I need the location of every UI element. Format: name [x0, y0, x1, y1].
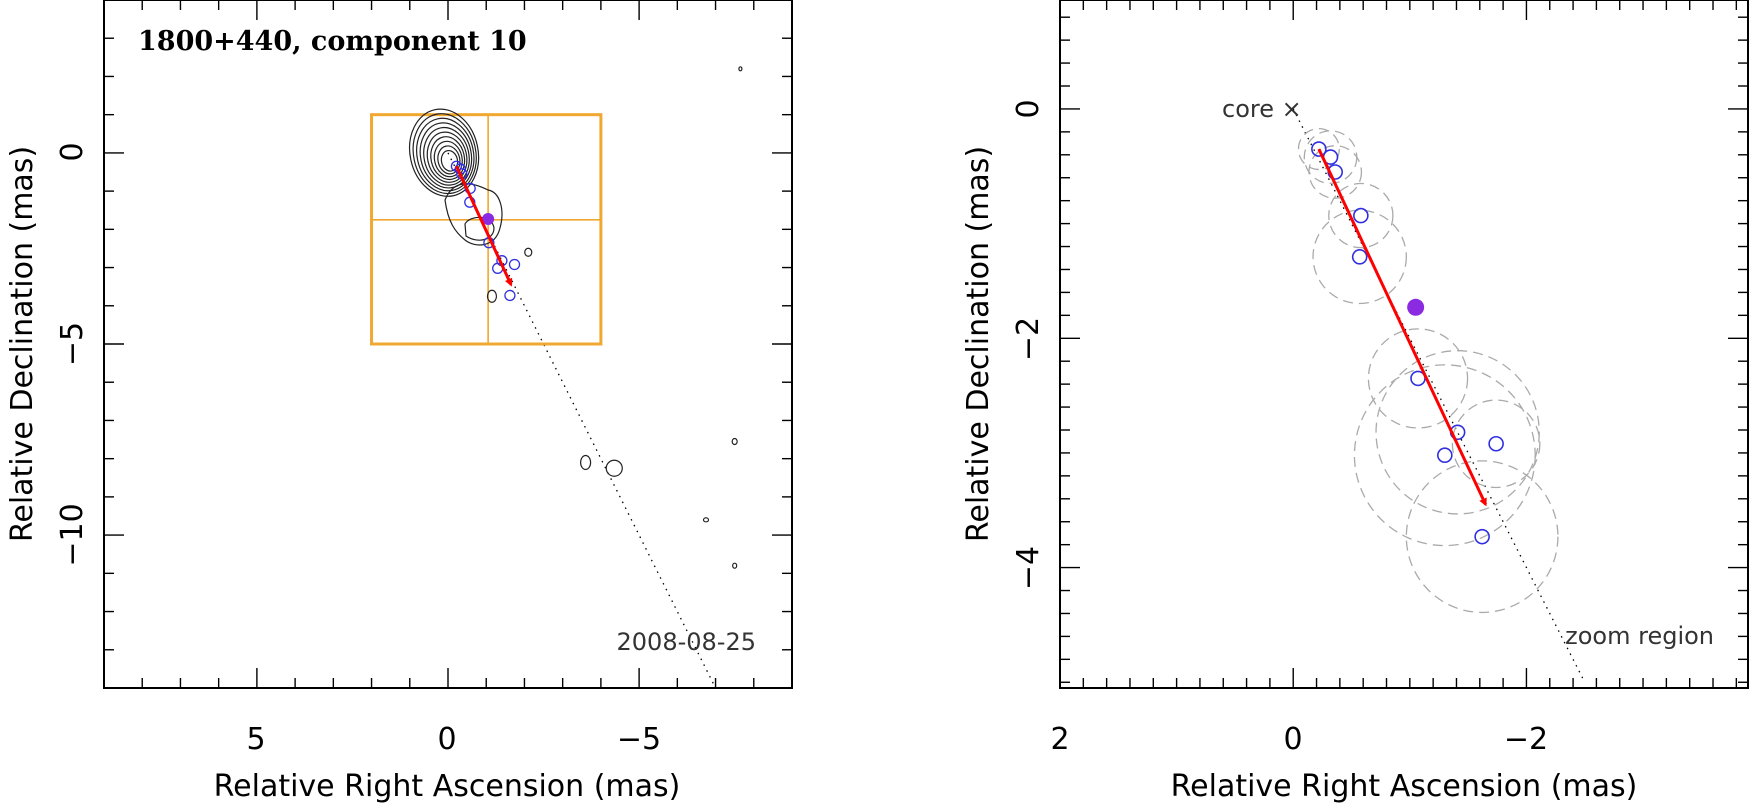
right-x-tick-label: 2 [1050, 722, 1069, 757]
zoom-region-label: zoom region [1565, 622, 1714, 650]
right-ticks [1059, 0, 1748, 688]
left-x-tick-label: 5 [246, 722, 265, 757]
left-x-tick-label: −5 [617, 722, 661, 757]
left-y-tick-label: −5 [55, 322, 90, 366]
component-size-circle [1328, 182, 1394, 249]
jet-axis-line [1292, 108, 1586, 683]
velocity-arrow [1317, 148, 1487, 507]
right-y-tick-label: −2 [1011, 317, 1046, 361]
component-size-circle [1451, 399, 1541, 489]
core-contour [408, 108, 480, 197]
contour-blob [732, 562, 738, 569]
right-x-tick-label: −2 [1504, 722, 1548, 757]
contour-blob [738, 66, 743, 72]
component-marker [1474, 528, 1490, 545]
velocity-arrow [455, 165, 513, 287]
component-size-circle [1353, 364, 1536, 547]
component-marker [1311, 141, 1327, 157]
component-size-circle [1375, 350, 1540, 515]
core-contour [426, 131, 468, 183]
contour-blob [579, 454, 592, 471]
left-y-tick-label: −10 [55, 503, 90, 566]
component-size-circle [1308, 145, 1363, 199]
highlight-marker [482, 213, 495, 226]
core-contour [423, 126, 470, 186]
left-panel: 1800+440, component 10 2008-08-25 5 0 −5… [5, 0, 793, 804]
component-size-circle [1312, 209, 1407, 305]
left-y-axis-label: Relative Declination (mas) [5, 146, 40, 542]
contour-blob [486, 289, 498, 303]
left-date-label: 2008-08-25 [617, 628, 756, 656]
component-marker [1353, 207, 1369, 224]
component-size-circle [1367, 328, 1469, 429]
jet-contour [464, 216, 495, 241]
jet-contour [444, 183, 503, 246]
right-x-axis-label: Relative Right Ascension (mas) [1171, 769, 1638, 804]
component-marker [504, 289, 516, 302]
core-contour [416, 117, 475, 192]
left-chart-title: 1800+440, component 10 [138, 26, 527, 57]
contour-blob [702, 517, 710, 523]
component-marker [1437, 447, 1453, 464]
contour-blob [731, 437, 738, 446]
core-contour [440, 149, 459, 172]
core-label: core × [1222, 95, 1302, 123]
core-contour [412, 113, 477, 195]
right-plot-frame [1059, 0, 1749, 689]
left-plot-content [370, 66, 743, 689]
component-marker [508, 258, 521, 271]
zoom-box [370, 113, 603, 346]
left-y-tick-label: 0 [55, 142, 90, 161]
contour-blob [524, 247, 533, 257]
contour-blob [605, 459, 623, 477]
highlight-marker [1407, 298, 1425, 316]
core-contour [433, 140, 463, 178]
core-contour [430, 136, 466, 181]
left-x-tick-label: 0 [437, 722, 456, 757]
component-size-circle [1297, 128, 1340, 171]
core-contour [419, 122, 473, 189]
right-y-tick-label: −4 [1011, 546, 1046, 590]
core-contour [437, 145, 461, 175]
right-y-axis-label: Relative Declination (mas) [961, 146, 996, 542]
right-panel: core × zoom region 2 0 −2 0 −2 −4 Relati… [961, 0, 1749, 804]
component-marker [1351, 249, 1368, 265]
right-x-tick-label: 0 [1283, 722, 1302, 757]
component-size-circle [1405, 460, 1559, 614]
jet-axis-line [447, 152, 717, 689]
left-ticks [103, 0, 793, 689]
left-x-axis-label: Relative Right Ascension (mas) [214, 769, 681, 804]
right-y-tick-label: 0 [1011, 99, 1046, 118]
right-plot-content [1292, 108, 1586, 683]
component-marker [1488, 435, 1504, 452]
